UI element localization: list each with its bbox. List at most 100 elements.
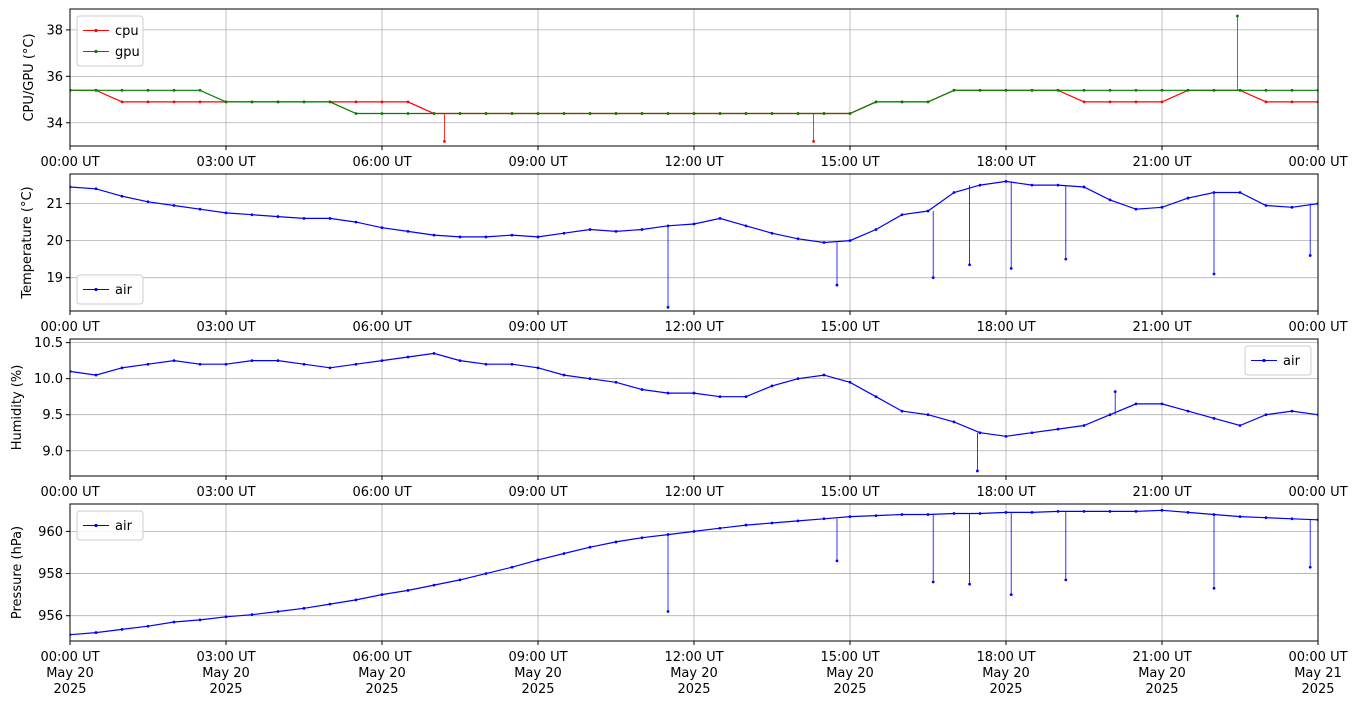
x-tick-label: 15:00 UT bbox=[820, 320, 879, 335]
data-point-air bbox=[562, 552, 566, 555]
y-tick-label: 21 bbox=[46, 197, 63, 212]
x-tick-date: May 20 bbox=[1138, 666, 1186, 681]
spike-point-air bbox=[666, 610, 670, 613]
x-tick-label: 09:00 UT bbox=[508, 320, 567, 335]
data-point-air bbox=[1160, 205, 1164, 209]
x-tick-date: May 20 bbox=[670, 666, 718, 681]
data-point-air bbox=[328, 366, 332, 370]
data-point-air bbox=[718, 526, 722, 530]
data-point-air bbox=[952, 191, 956, 194]
x-tick-label: 06:00 UT bbox=[352, 320, 411, 335]
data-point-air bbox=[978, 512, 982, 515]
data-point-gpu bbox=[1082, 88, 1086, 92]
x-tick-label: 09:00 UT bbox=[508, 155, 567, 170]
data-point-air bbox=[328, 602, 332, 606]
x-tick-year: 2025 bbox=[365, 682, 398, 697]
data-point-cpu bbox=[1160, 100, 1164, 104]
data-point-gpu bbox=[198, 88, 202, 92]
data-point-air bbox=[510, 565, 514, 569]
data-point-cpu bbox=[198, 100, 202, 104]
data-point-air bbox=[94, 187, 98, 191]
spike-point-gpu bbox=[1236, 14, 1239, 18]
data-point-air bbox=[770, 384, 774, 388]
data-point-air bbox=[744, 395, 748, 399]
data-point-gpu bbox=[354, 112, 358, 115]
x-tick-date: May 20 bbox=[358, 666, 406, 681]
legend-label-air: air bbox=[115, 283, 133, 298]
data-point-air bbox=[510, 233, 514, 237]
y-tick-label: 34 bbox=[46, 116, 63, 131]
data-point-air bbox=[640, 536, 644, 540]
data-point-gpu bbox=[796, 112, 800, 115]
data-point-air bbox=[1082, 424, 1086, 427]
data-point-cpu bbox=[1108, 100, 1112, 104]
data-point-air bbox=[406, 589, 410, 592]
data-point-air bbox=[1134, 207, 1138, 211]
data-point-air bbox=[796, 519, 800, 523]
spike-point-air bbox=[1308, 254, 1312, 257]
data-point-air bbox=[94, 373, 98, 377]
data-point-gpu bbox=[484, 112, 488, 115]
data-point-air bbox=[406, 355, 410, 359]
data-point-gpu bbox=[328, 100, 332, 104]
data-point-air bbox=[848, 239, 852, 243]
data-point-air bbox=[562, 373, 566, 377]
data-point-gpu bbox=[172, 88, 176, 92]
data-point-air bbox=[536, 558, 540, 562]
data-point-air bbox=[640, 228, 644, 231]
data-point-air bbox=[770, 521, 774, 525]
data-point-cpu bbox=[1134, 100, 1138, 104]
data-point-air bbox=[302, 362, 306, 366]
data-point-air bbox=[276, 215, 280, 218]
data-point-gpu bbox=[1134, 88, 1138, 92]
data-point-air bbox=[198, 207, 202, 211]
data-point-air bbox=[718, 395, 722, 399]
data-point-gpu bbox=[146, 88, 150, 92]
data-point-air bbox=[1186, 511, 1190, 514]
data-point-air bbox=[198, 618, 202, 622]
data-point-air bbox=[952, 420, 956, 424]
data-point-air bbox=[1030, 183, 1034, 187]
data-point-air bbox=[952, 512, 956, 515]
data-point-gpu bbox=[640, 112, 644, 115]
legend-box bbox=[76, 274, 144, 305]
data-point-air bbox=[1004, 434, 1008, 438]
data-point-air bbox=[1238, 191, 1242, 194]
data-point-air bbox=[354, 598, 358, 602]
y-axis-label: Pressure (hPa) bbox=[10, 526, 25, 619]
data-point-air bbox=[224, 615, 228, 619]
x-tick-label: 12:00 UT bbox=[664, 155, 723, 170]
data-point-air bbox=[224, 211, 228, 215]
data-point-air bbox=[1108, 413, 1112, 417]
data-point-air bbox=[120, 194, 124, 198]
x-tick-label: 15:00 UT bbox=[820, 650, 879, 665]
legend-marker-air bbox=[94, 523, 98, 528]
x-tick-label: 00:00 UT bbox=[40, 320, 99, 335]
data-point-cpu bbox=[1290, 100, 1294, 104]
x-tick-label: 06:00 UT bbox=[352, 650, 411, 665]
data-point-air bbox=[510, 362, 514, 366]
data-point-gpu bbox=[458, 112, 462, 115]
data-point-air bbox=[1134, 402, 1138, 406]
y-axis-label: Humidity (%) bbox=[10, 365, 25, 451]
data-point-air bbox=[484, 572, 488, 575]
data-point-gpu bbox=[848, 112, 852, 115]
data-point-air bbox=[1108, 509, 1112, 513]
data-point-cpu bbox=[120, 100, 124, 104]
data-point-air bbox=[1056, 427, 1060, 431]
legend: air bbox=[76, 510, 144, 541]
data-point-air bbox=[1134, 509, 1138, 513]
legend-marker-cpu bbox=[94, 28, 98, 33]
spike-point-air bbox=[931, 580, 935, 584]
panel-1: 34 36 38 00:00 UT 03:00 UT 06:00 UT 09:00 UT 12… bbox=[22, 8, 1348, 170]
data-point-air bbox=[198, 362, 202, 366]
data-point-air bbox=[1030, 431, 1034, 435]
data-point-gpu bbox=[1056, 88, 1060, 92]
x-tick-date: May 20 bbox=[982, 666, 1030, 681]
data-point-gpu bbox=[1212, 88, 1216, 92]
y-axis-label: Temperature (°C) bbox=[20, 186, 35, 299]
spike-point-air bbox=[1009, 593, 1013, 597]
x-tick-label: 21:00 UT bbox=[1132, 320, 1191, 335]
data-point-air bbox=[822, 517, 826, 521]
data-point-air bbox=[172, 620, 176, 624]
